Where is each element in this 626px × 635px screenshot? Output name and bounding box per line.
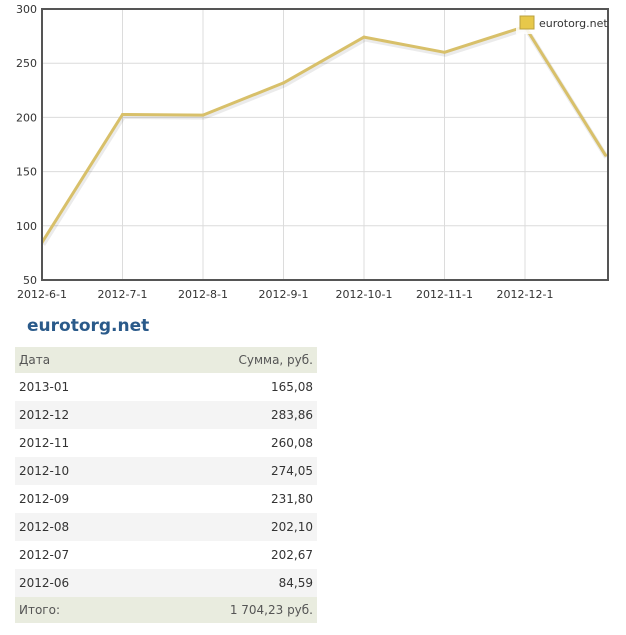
legend-label: eurotorg.net [539,17,608,30]
y-axis-ticks: 50 100 150 200 250 300 [16,3,37,287]
summary-table: Дата Сумма, руб. 2013-01 165,08 2012-12 … [15,347,317,623]
legend-swatch [519,15,535,30]
row-sum: 231,80 [132,485,317,513]
table-row: 2012-07 202,67 [15,541,317,569]
header-sum[interactable]: Сумма, руб. [132,347,317,373]
header-date[interactable]: Дата [15,347,133,373]
y-tick-label: 300 [16,3,37,16]
x-tick-label: 2012-9-1 [259,288,309,301]
y-tick-label: 250 [16,57,37,70]
x-tick-label: 2012-7-1 [98,288,148,301]
data-point [121,113,124,117]
total-value: 1 704,23 руб. [132,597,317,623]
row-date: 2012-06 [15,569,133,597]
row-date: 2012-08 [15,513,133,541]
x-tick-label: 2012-6-1 [17,288,67,301]
row-date: 2012-09 [15,485,133,513]
row-sum: 165,08 [132,373,317,401]
x-tick-label: 2012-12-1 [497,288,554,301]
chart-grid [41,8,608,281]
data-point [362,35,366,39]
row-sum: 260,08 [132,429,317,457]
row-date: 2012-11 [15,429,133,457]
table-row: 2013-01 165,08 [15,373,317,401]
series-line [42,25,607,244]
row-date: 2013-01 [15,373,133,401]
site-title[interactable]: eurotorg.net [27,316,150,336]
row-sum: 84,59 [132,569,317,597]
y-tick-label: 200 [16,111,37,124]
y-tick-label: 50 [23,274,37,287]
series-line-shadow [43,26,609,246]
legend-box [516,12,604,34]
row-sum: 274,05 [132,457,317,485]
x-axis-ticks: 2012-6-1 2012-7-1 2012-8-1 2012-9-1 2012-10-… [17,288,553,301]
plot-area-frame [41,8,609,281]
row-date: 2012-07 [15,541,133,569]
x-tick-label: 2012-11-1 [416,288,473,301]
row-date: 2012-12 [15,401,133,429]
row-sum: 202,10 [132,513,317,541]
x-tick-label: 2012-8-1 [178,288,228,301]
data-point [443,50,446,54]
x-tick-label: 2012-10-1 [336,288,393,301]
table-row: 2012-06 84,59 [15,569,317,597]
table-row: 2012-09 231,80 [15,485,317,513]
table-header-row: Дата Сумма, руб. [15,347,317,373]
chart-series [42,24,609,246]
data-point [201,113,205,117]
y-tick-label: 100 [16,220,37,233]
data-point [604,153,607,157]
row-sum: 202,67 [132,541,317,569]
row-date: 2012-10 [15,457,133,485]
table-row: 2012-11 260,08 [15,429,317,457]
line-chart: 50 100 150 200 250 300 2012-6-1 2012-7-1 2012-8… [16,3,609,301]
table-row: 2012-10 274,05 [15,457,317,485]
total-label: Итого: [15,597,133,623]
row-sum: 283,86 [132,401,317,429]
table-row: 2012-08 202,10 [15,513,317,541]
chart-legend[interactable]: eurotorg.net [516,12,608,34]
table-row: 2012-12 283,86 [15,401,317,429]
data-point [282,81,285,85]
y-tick-label: 150 [16,166,37,179]
table-footer-row: Итого: 1 704,23 руб. [15,597,317,623]
